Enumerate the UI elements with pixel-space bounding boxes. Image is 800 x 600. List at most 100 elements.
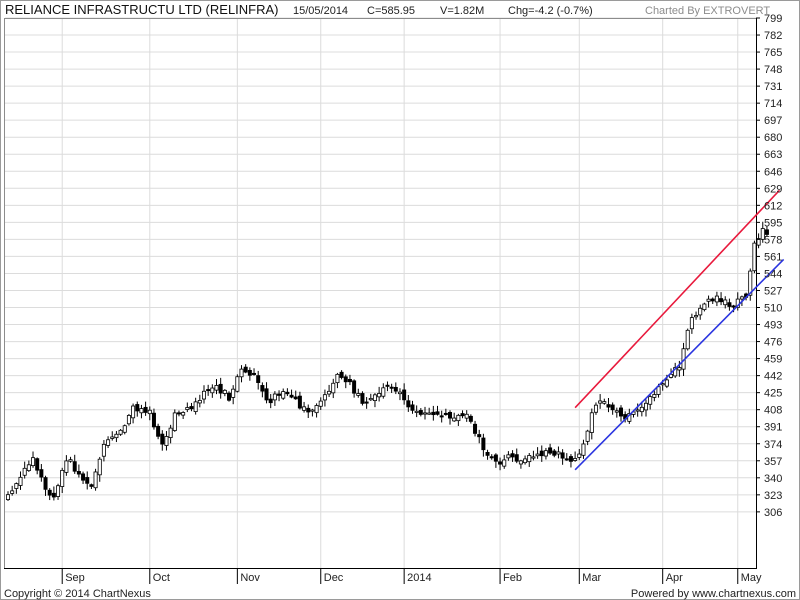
- candle: [272, 391, 277, 406]
- y-tick-label: 799: [764, 13, 782, 25]
- candle: [206, 384, 211, 396]
- candle: [573, 451, 578, 462]
- candle: [89, 483, 94, 490]
- candle: [514, 448, 519, 464]
- trend-line-upper: [574, 189, 781, 409]
- candle: [439, 410, 444, 423]
- y-tick-label: 459: [764, 354, 782, 366]
- candle: [460, 410, 465, 419]
- candle: [197, 394, 202, 408]
- candle: [452, 412, 457, 422]
- grid-lines: [5, 17, 756, 568]
- footer-powered: Powered by www.chartnexus.com: [631, 588, 796, 600]
- candle: [694, 311, 699, 320]
- change-value: Chg=-4.2 (-0.7%): [508, 5, 593, 17]
- candle: [381, 383, 386, 399]
- candle: [719, 292, 724, 306]
- candle: [210, 384, 215, 398]
- candle: [581, 439, 586, 459]
- x-tick-label: Nov: [240, 572, 260, 584]
- x-tick-label: Oct: [153, 572, 170, 584]
- candle: [181, 411, 186, 419]
- candle: [606, 398, 611, 413]
- candle: [564, 453, 569, 461]
- y-tick-label: 629: [764, 183, 782, 195]
- trend-lines: [574, 189, 785, 471]
- candle: [22, 461, 27, 479]
- candle: [752, 240, 757, 274]
- candle: [702, 302, 707, 312]
- candle: [435, 405, 440, 416]
- candle: [101, 440, 106, 462]
- candle: [464, 410, 469, 422]
- candle: [364, 397, 369, 409]
- y-tick-label: 765: [764, 47, 782, 59]
- candle: [443, 408, 448, 416]
- candle: [489, 454, 494, 460]
- candle: [506, 451, 511, 461]
- candle: [235, 374, 240, 393]
- candle: [160, 430, 165, 451]
- candle: [427, 407, 432, 415]
- candle: [314, 403, 319, 418]
- candle: [256, 370, 261, 390]
- y-tick-label: 612: [764, 200, 782, 212]
- candle: [552, 448, 557, 458]
- candle: [14, 482, 19, 494]
- x-tick-label: Dec: [324, 572, 344, 584]
- candle: [60, 467, 65, 493]
- y-tick-label: 476: [764, 337, 782, 349]
- candle: [135, 401, 140, 417]
- candle: [422, 406, 427, 420]
- candle: [347, 374, 352, 386]
- close-value: C=585.95: [367, 5, 415, 17]
- candle: [81, 471, 86, 485]
- candle: [368, 393, 373, 401]
- candle: [176, 410, 181, 417]
- y-tick-label: 323: [764, 490, 782, 502]
- candle: [114, 431, 119, 443]
- candle: [377, 386, 382, 402]
- candle: [143, 401, 148, 416]
- candle: [714, 291, 719, 307]
- candle: [397, 388, 402, 401]
- candle: [110, 431, 115, 441]
- candle: [97, 456, 102, 482]
- candle: [468, 414, 473, 424]
- y-tick-label: 595: [764, 217, 782, 229]
- candle: [527, 452, 532, 467]
- candle: [418, 408, 423, 417]
- candle: [331, 378, 336, 399]
- y-tick-label: 357: [764, 456, 782, 468]
- candle: [493, 453, 498, 468]
- candle: [760, 221, 765, 243]
- candle: [139, 404, 144, 419]
- x-tick-label: Sep: [65, 572, 85, 584]
- candle: [356, 388, 361, 398]
- x-tick-label: Feb: [503, 572, 522, 584]
- chart-date: 15/05/2014: [293, 5, 348, 17]
- candle: [201, 385, 206, 404]
- candle: [26, 460, 31, 472]
- candle: [214, 379, 219, 395]
- candle: [535, 447, 540, 459]
- candle: [68, 456, 73, 463]
- candle: [51, 486, 56, 501]
- candle: [6, 491, 11, 501]
- candle: [293, 390, 298, 400]
- candle: [47, 488, 52, 501]
- candle: [151, 408, 156, 430]
- candle: [481, 433, 486, 457]
- candle: [614, 407, 619, 418]
- candle: [577, 449, 582, 461]
- y-tick-label: 680: [764, 132, 782, 144]
- candle: [710, 297, 715, 305]
- candle: [477, 429, 482, 444]
- candles: [6, 221, 769, 501]
- y-tick-label: 408: [764, 405, 782, 417]
- candle: [589, 408, 594, 440]
- y-tick-label: 697: [764, 115, 782, 127]
- candle: [302, 401, 307, 413]
- candle: [285, 388, 290, 397]
- candle: [723, 296, 728, 309]
